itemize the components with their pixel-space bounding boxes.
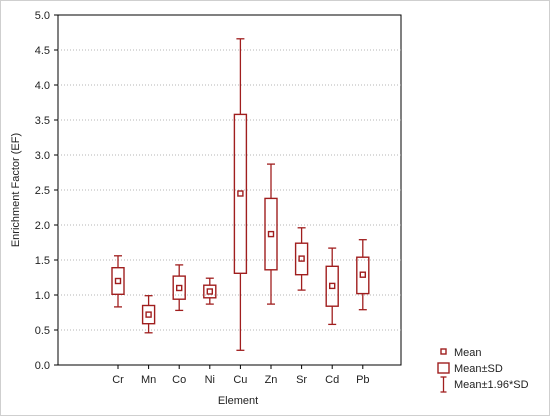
sd-box	[111, 267, 125, 296]
x-axis-ticks: Cr Mn Co Ni Cu Zn Sr Cd Pb	[112, 365, 370, 386]
mean-marker	[206, 288, 214, 295]
sd-box	[264, 197, 278, 271]
y-tick-label: 0.0	[35, 360, 50, 372]
box-mn	[141, 295, 156, 334]
x-axis-label: Element	[218, 395, 258, 407]
box-cd	[325, 247, 339, 326]
mean-marker	[329, 282, 336, 290]
box-series	[111, 38, 370, 351]
y-axis-ticks: 0.0 0.5 1.0 1.5 2.0 2.5 3.0 3.5 4.0 4.5 5.0	[35, 10, 58, 372]
x-tick-label: Cd	[325, 374, 339, 386]
box-pb	[356, 239, 370, 311]
legend-sd-label: Mean±SD	[454, 363, 503, 375]
sd-box	[233, 113, 248, 274]
y-tick-label: 0.5	[35, 325, 50, 337]
x-tick-label: Co	[172, 374, 186, 386]
mean-marker	[267, 230, 275, 238]
mean-marker	[145, 311, 152, 318]
sd-box	[294, 242, 309, 276]
x-tick-label: Mn	[141, 374, 156, 386]
y-tick-label: 3.5	[35, 115, 50, 127]
x-tick-label: Zn	[265, 374, 278, 386]
box-cu	[233, 38, 248, 351]
box-co	[172, 264, 186, 312]
mean-marker	[237, 190, 244, 197]
box-sr	[294, 227, 309, 291]
sd-box	[356, 256, 370, 295]
legend-ci-label: Mean±1.96*SD	[454, 379, 529, 391]
y-tick-label: 4.0	[35, 80, 50, 92]
y-tick-label: 1.5	[35, 255, 50, 267]
legend-mean-label: Mean	[454, 347, 482, 359]
mean-marker	[298, 255, 305, 262]
box-ni	[203, 277, 217, 305]
x-tick-label: Cr	[112, 374, 124, 386]
y-tick-label: 3.0	[35, 150, 50, 162]
y-tick-label: 4.5	[35, 45, 50, 57]
y-tick-label: 1.0	[35, 290, 50, 302]
y-tick-label: 2.5	[35, 185, 50, 197]
box-cr	[111, 255, 125, 308]
sd-box	[141, 304, 156, 325]
box-zn	[264, 163, 278, 305]
x-tick-label: Cu	[233, 374, 247, 386]
legend-sd-marker	[437, 362, 450, 374]
y-tick-label: 5.0	[35, 10, 50, 22]
legend: Mean Mean±SD Mean±1.96*SD	[437, 347, 529, 393]
mean-marker	[359, 271, 366, 278]
mean-marker	[114, 277, 122, 285]
x-tick-label: Pb	[356, 374, 369, 386]
legend-ci-marker	[440, 376, 447, 393]
x-tick-label: Ni	[205, 374, 215, 386]
x-tick-label: Sr	[296, 374, 307, 386]
legend-mean-marker	[440, 348, 447, 355]
mean-marker	[175, 284, 183, 292]
sd-box	[203, 284, 217, 299]
y-tick-label: 2.0	[35, 220, 50, 232]
sd-box	[325, 265, 339, 307]
sd-box	[172, 275, 186, 300]
y-axis-label: Enrichment Factor (EF)	[10, 133, 22, 247]
